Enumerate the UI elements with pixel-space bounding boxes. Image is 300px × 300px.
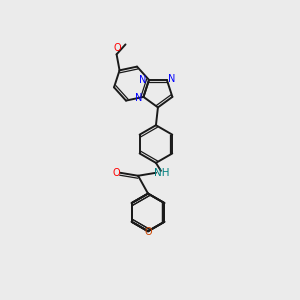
Text: N: N (140, 75, 147, 85)
Text: N: N (135, 93, 142, 103)
Text: O: O (112, 168, 120, 178)
Text: O: O (144, 227, 152, 237)
Text: N: N (168, 74, 176, 84)
Text: NH: NH (154, 168, 170, 178)
Text: O: O (114, 44, 122, 53)
